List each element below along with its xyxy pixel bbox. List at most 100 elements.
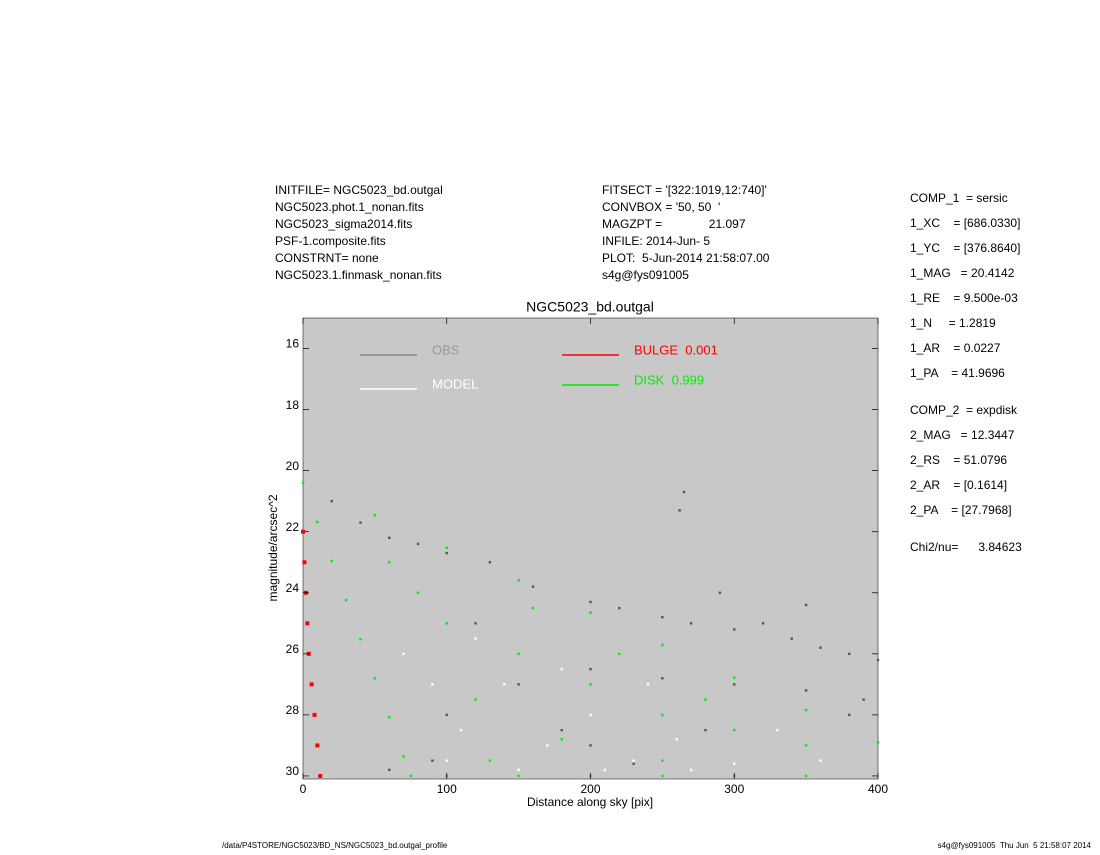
data-point	[402, 755, 405, 758]
info-line: CONSTRNT= none	[275, 251, 379, 265]
data-point	[388, 536, 391, 540]
x-tick-label: 200	[580, 782, 600, 796]
info-line: INFILE: 2014-Jun- 5	[602, 234, 710, 248]
data-point	[819, 759, 822, 762]
data-point	[359, 521, 362, 524]
data-point	[603, 768, 607, 772]
data-point	[316, 520, 319, 524]
data-point	[309, 682, 314, 687]
data-point	[718, 591, 722, 594]
data-point	[330, 559, 333, 563]
data-point	[560, 728, 563, 732]
data-point	[560, 738, 563, 741]
data-point	[632, 759, 635, 762]
x-tick-label: 0	[300, 782, 307, 796]
data-point	[373, 514, 377, 517]
data-point	[517, 683, 520, 686]
data-point	[589, 600, 592, 604]
data-point	[589, 683, 592, 686]
y-tick-label: 24	[286, 581, 300, 595]
fit-param: 2_AR = [0.1614]	[910, 478, 1007, 492]
data-point	[388, 561, 391, 564]
data-point	[848, 713, 851, 717]
data-point	[445, 546, 448, 550]
data-point	[589, 667, 592, 671]
data-point	[546, 744, 549, 747]
info-line: PSF-1.composite.fits	[275, 234, 386, 248]
data-point	[301, 481, 305, 485]
footer-path: /data/P4STORE/NGC5023/BD_NS/NGC5023_bd.o…	[222, 841, 448, 850]
fit-param: 1_AR = 0.0227	[910, 341, 1001, 355]
data-point	[531, 585, 535, 588]
data-point	[488, 759, 492, 762]
y-tick-label: 22	[286, 520, 300, 534]
info-line: PLOT: 5-Jun-2014 21:58:07.00	[602, 251, 770, 265]
fit-param: 2_PA = [27.7968]	[910, 503, 1012, 517]
data-point	[589, 611, 592, 614]
footer-stamp: s4g@fys091005 Thu Jun 5 21:58:07 2014	[938, 841, 1092, 850]
data-point	[302, 560, 307, 565]
data-point	[531, 606, 535, 610]
data-point	[675, 738, 678, 741]
y-tick-label: 28	[286, 703, 300, 717]
data-point	[876, 741, 880, 744]
info-line: INITFILE= NGC5023_bd.outgal	[275, 183, 443, 197]
info-line: NGC5023.phot.1_nonan.fits	[275, 200, 424, 214]
info-line: FITSECT = '[322:1019,12:740]'	[602, 183, 767, 197]
data-point	[848, 652, 851, 656]
data-point	[682, 490, 686, 494]
data-point	[359, 637, 362, 641]
data-point	[804, 774, 808, 778]
x-tick-label: 100	[437, 782, 457, 796]
info-line: CONVBOX = '50, 50 '	[602, 200, 720, 214]
fit-param: Chi2/nu= 3.84623	[910, 540, 1022, 554]
fit-param: 2_RS = 51.0796	[910, 453, 1007, 467]
data-point	[312, 712, 317, 717]
data-point	[661, 759, 664, 762]
data-point	[445, 622, 448, 625]
data-point	[704, 698, 707, 701]
fit-param: COMP_2 = expdisk	[910, 403, 1018, 417]
legend-label: DISK 0.999	[634, 372, 704, 387]
data-point	[661, 677, 664, 680]
data-point	[431, 683, 434, 686]
data-point	[305, 621, 310, 626]
data-point	[517, 768, 520, 772]
data-point	[445, 713, 448, 717]
data-point	[402, 652, 405, 656]
data-point	[517, 579, 520, 582]
data-point	[416, 591, 420, 594]
data-point	[618, 652, 621, 656]
data-point	[388, 716, 391, 719]
info-line: MAGZPT = 21.097	[602, 217, 746, 231]
data-point	[445, 551, 448, 555]
y-tick-label: 16	[286, 337, 300, 351]
y-tick-label: 18	[286, 398, 300, 412]
data-point	[517, 652, 520, 656]
y-tick-label: 20	[286, 459, 300, 473]
y-tick-label: 30	[286, 764, 300, 778]
data-point	[330, 499, 333, 503]
data-point	[373, 677, 377, 680]
data-point	[474, 637, 477, 640]
data-point	[431, 759, 434, 762]
data-point	[689, 622, 693, 625]
data-point	[517, 774, 520, 778]
info-line: NGC5023_sigma2014.fits	[275, 217, 412, 231]
data-point	[733, 762, 736, 765]
fit-param: 1_MAG = 20.4142	[910, 266, 1015, 280]
data-point	[661, 643, 664, 647]
data-point	[318, 773, 323, 778]
data-point	[646, 683, 650, 686]
data-point	[761, 622, 765, 625]
data-point	[733, 728, 736, 732]
data-point	[819, 646, 822, 649]
fit-param: 1_RE = 9.500e-03	[910, 291, 1018, 305]
data-point	[804, 689, 808, 692]
data-point	[876, 658, 880, 662]
legend-label: MODEL	[432, 376, 478, 391]
data-point	[474, 622, 477, 625]
data-point	[804, 603, 808, 607]
plot-area	[302, 317, 879, 780]
